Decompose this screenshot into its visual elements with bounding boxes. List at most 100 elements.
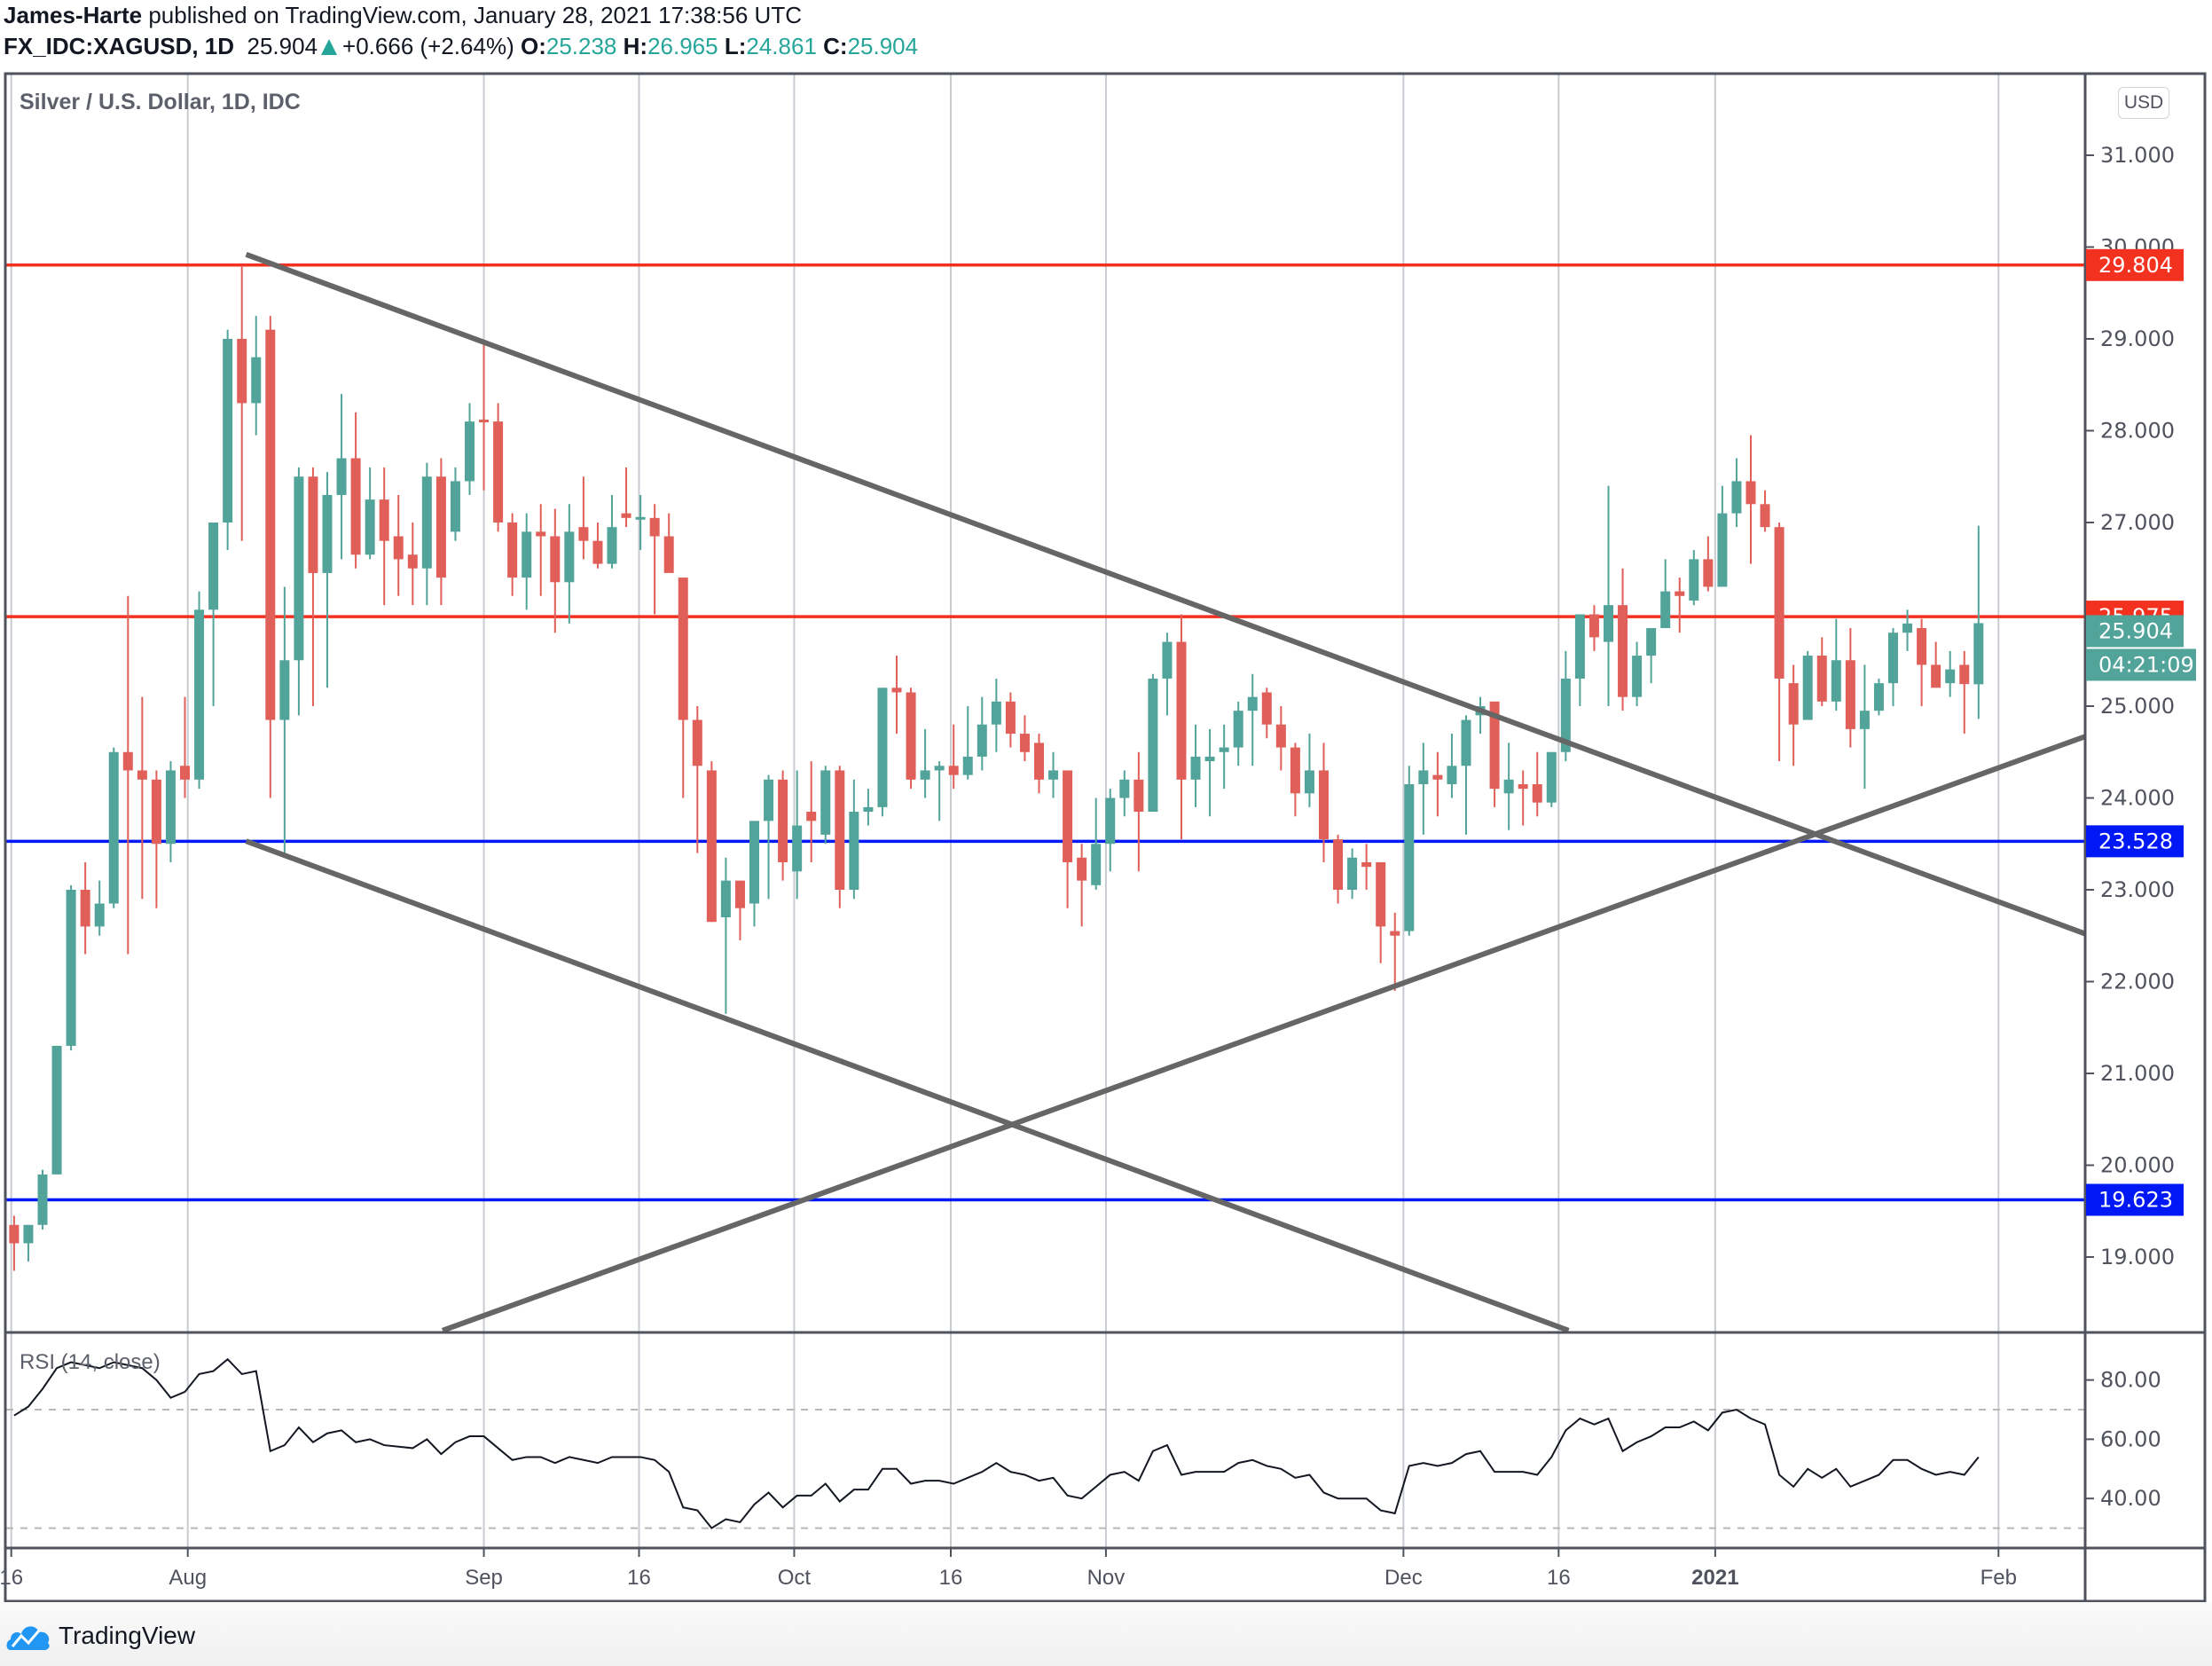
- candle-body: [1176, 641, 1187, 780]
- candle-body: [322, 494, 333, 573]
- candle-down: [663, 513, 674, 573]
- rsi-tick-label: 80.00: [2100, 1368, 2161, 1393]
- candle-up: [1689, 550, 1699, 606]
- candle-body: [450, 481, 460, 532]
- candle-down: [151, 770, 161, 908]
- candle-up: [1233, 701, 1243, 766]
- candle-body: [435, 476, 446, 578]
- tradingview-logo[interactable]: TradingView: [5, 1620, 195, 1652]
- candle-body: [835, 770, 845, 890]
- candle-body: [279, 660, 290, 720]
- candle-up: [1831, 618, 1841, 711]
- candle-down: [308, 467, 318, 706]
- candle-up: [336, 394, 347, 560]
- candle-body: [1646, 628, 1657, 656]
- candle-body: [1604, 605, 1613, 642]
- candle-up: [251, 316, 262, 436]
- candle-down: [1290, 743, 1300, 817]
- candle-body: [1319, 770, 1329, 840]
- candle-down: [1675, 578, 1685, 633]
- author-name[interactable]: James-Harte: [4, 2, 143, 28]
- pane-title: Silver / U.S. Dollar, 1D, IDC: [20, 90, 301, 114]
- candle-up: [1574, 614, 1585, 706]
- y-tick-label: 19.000: [2100, 1245, 2175, 1269]
- level-badge: [2086, 825, 2184, 858]
- candle-body: [379, 499, 389, 541]
- candle-down: [1063, 770, 1073, 908]
- candle-up: [108, 747, 119, 908]
- currency-button[interactable]: USD: [2118, 87, 2169, 119]
- candle-down: [806, 761, 817, 862]
- candle-body: [920, 770, 930, 780]
- candle-down: [9, 1215, 20, 1271]
- candle-down: [1432, 751, 1443, 817]
- candle-body: [9, 1224, 20, 1244]
- candle-up: [920, 728, 930, 798]
- candle-up: [991, 678, 1001, 752]
- candle-body: [1063, 770, 1073, 862]
- candle-body: [991, 701, 1001, 725]
- candle-up: [194, 591, 205, 790]
- candle-body: [1347, 857, 1358, 890]
- candle-down: [80, 861, 90, 955]
- x-tick-label: Oct: [778, 1566, 812, 1590]
- candle-body: [550, 536, 561, 583]
- candle-up: [450, 467, 460, 541]
- candle-down: [1845, 628, 1855, 748]
- candle-body: [122, 751, 133, 771]
- candle-body: [237, 339, 247, 404]
- candle-body: [265, 329, 276, 720]
- open-value: 25.238: [545, 33, 617, 59]
- candle-down: [507, 513, 518, 596]
- candle-body: [792, 825, 803, 872]
- candle-body: [1091, 844, 1102, 885]
- candle-down: [1176, 614, 1187, 840]
- candle-down: [1361, 844, 1372, 890]
- last-price-badge: [2086, 615, 2184, 648]
- candle-body: [108, 751, 119, 904]
- candle-up: [1888, 628, 1898, 706]
- candle-body: [1275, 724, 1286, 748]
- candle-body: [1618, 605, 1628, 697]
- trendlines[interactable]: [245, 251, 2086, 1332]
- candle-body: [1689, 559, 1699, 601]
- candle-down: [1133, 751, 1144, 872]
- candle-body: [564, 531, 575, 583]
- x-tick-label: 16: [627, 1566, 651, 1590]
- candle-down: [379, 467, 389, 606]
- candle-body: [23, 1224, 34, 1244]
- x-tick-label: Dec: [1384, 1566, 1423, 1590]
- price-axis[interactable]: 31.00030.00029.00028.00027.00026.00025.0…: [2085, 143, 2175, 1269]
- candle-down: [1774, 523, 1785, 762]
- candle-up: [1219, 724, 1229, 790]
- candle-down: [1275, 706, 1286, 771]
- candle-up: [1604, 485, 1613, 706]
- candle-body: [1717, 513, 1728, 587]
- candle-down: [649, 504, 660, 615]
- candle-body: [1959, 664, 1970, 685]
- candle-body: [479, 420, 490, 423]
- y-tick-label: 20.000: [2100, 1153, 2175, 1178]
- candle-down: [137, 696, 147, 900]
- horizontal-levels[interactable]: [6, 263, 2085, 1202]
- candle-down: [706, 761, 717, 923]
- candle-body: [1745, 481, 1756, 505]
- candle-down: [1077, 844, 1087, 927]
- candle-body: [1376, 861, 1386, 927]
- candle-down: [1034, 734, 1044, 794]
- y-tick-label: 29.000: [2100, 326, 2175, 351]
- countdown-badge: [2086, 648, 2196, 681]
- candle-body: [1461, 719, 1471, 766]
- rsi-axis[interactable]: 80.00 60.00 40.00: [2085, 1368, 2161, 1512]
- time-axis[interactable]: 16 Aug Sep 16 Oct 16 Nov Dec 16 2021 Feb: [0, 1548, 2017, 1590]
- candle-body: [1432, 774, 1443, 780]
- candle-up: [94, 880, 105, 936]
- candle-up: [564, 504, 575, 624]
- trendline: [245, 838, 1570, 1332]
- candle-body: [1588, 614, 1599, 638]
- candle-down: [1588, 605, 1599, 651]
- candle-body: [493, 421, 504, 523]
- candle-up: [66, 884, 76, 1051]
- x-tick-label: Nov: [1087, 1566, 1126, 1590]
